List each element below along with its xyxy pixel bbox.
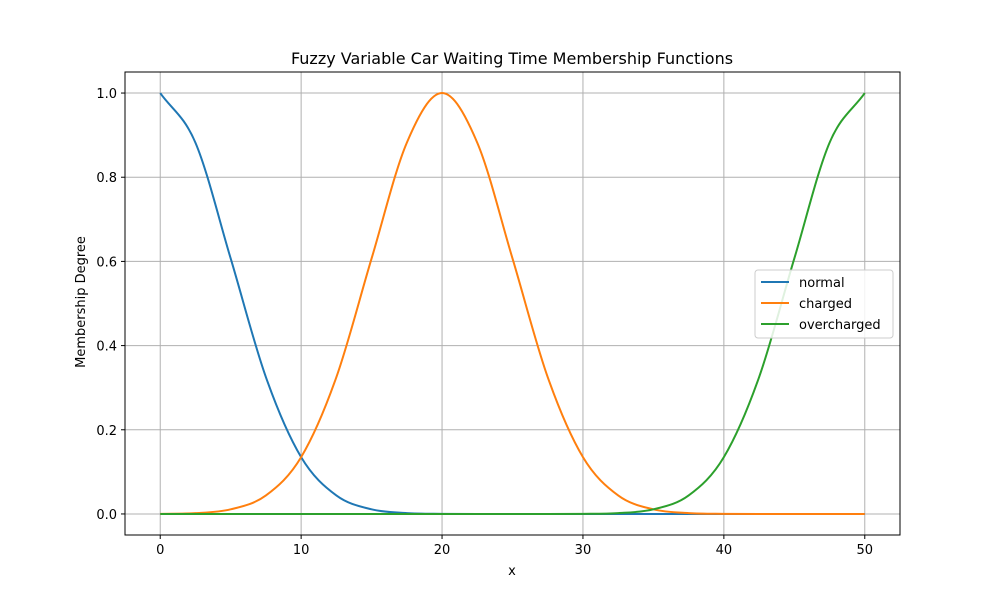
plot-frame xyxy=(124,71,901,536)
y-tick-label: 0.0 xyxy=(96,508,117,523)
legend-entry-normal: normal xyxy=(799,276,845,291)
legend-box xyxy=(754,269,894,339)
chart-title: Fuzzy Variable Car Waiting Time Membersh… xyxy=(291,49,733,68)
y-tick-label: 0.6 xyxy=(96,255,117,270)
y-tick-label: 0.4 xyxy=(96,340,117,355)
x-tick-label: 40 xyxy=(716,543,733,558)
legend: normal charged overcharged xyxy=(754,269,894,339)
axis-ticks: 0 10 20 30 40 50 0.0 0.2 0.4 0.6 0.8 1.0 xyxy=(96,87,873,558)
x-tick-label: 30 xyxy=(575,543,592,558)
y-tick-label: 1.0 xyxy=(96,87,117,102)
x-tick-label: 50 xyxy=(856,543,873,558)
x-tick-label: 20 xyxy=(434,543,451,558)
y-axis-label: Membership Degree xyxy=(74,236,89,368)
y-tick-label: 0.2 xyxy=(96,424,117,439)
x-axis-label: x xyxy=(508,564,516,579)
series-lines xyxy=(159,92,866,515)
legend-entry-charged: charged xyxy=(799,297,852,312)
series-line-overcharged xyxy=(160,92,866,515)
x-tick-label: 0 xyxy=(156,543,164,558)
x-tick-label: 10 xyxy=(293,543,310,558)
series-line-charged xyxy=(160,92,865,515)
y-tick-label: 0.8 xyxy=(96,171,117,186)
legend-entry-overcharged: overcharged xyxy=(799,318,881,333)
